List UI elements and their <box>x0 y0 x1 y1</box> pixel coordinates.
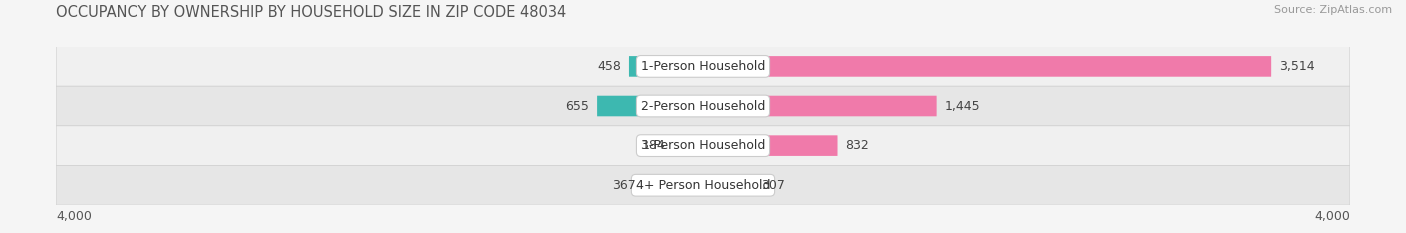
FancyBboxPatch shape <box>644 175 703 195</box>
FancyBboxPatch shape <box>56 165 1350 205</box>
Text: 307: 307 <box>761 179 785 192</box>
Text: 367: 367 <box>612 179 636 192</box>
Text: Source: ZipAtlas.com: Source: ZipAtlas.com <box>1274 5 1392 15</box>
FancyBboxPatch shape <box>628 56 703 77</box>
FancyBboxPatch shape <box>703 96 936 116</box>
Text: 2-Person Household: 2-Person Household <box>641 99 765 113</box>
FancyBboxPatch shape <box>598 96 703 116</box>
Text: OCCUPANCY BY OWNERSHIP BY HOUSEHOLD SIZE IN ZIP CODE 48034: OCCUPANCY BY OWNERSHIP BY HOUSEHOLD SIZE… <box>56 5 567 20</box>
FancyBboxPatch shape <box>703 175 752 195</box>
Text: 655: 655 <box>565 99 589 113</box>
FancyBboxPatch shape <box>673 135 703 156</box>
Text: 4,000: 4,000 <box>56 210 93 223</box>
FancyBboxPatch shape <box>56 86 1350 126</box>
Text: 4+ Person Household: 4+ Person Household <box>636 179 770 192</box>
Text: 458: 458 <box>598 60 621 73</box>
FancyBboxPatch shape <box>703 56 1271 77</box>
Text: 3-Person Household: 3-Person Household <box>641 139 765 152</box>
Text: 3,514: 3,514 <box>1279 60 1315 73</box>
Text: 184: 184 <box>641 139 665 152</box>
Text: 832: 832 <box>845 139 869 152</box>
FancyBboxPatch shape <box>703 135 838 156</box>
Text: 1-Person Household: 1-Person Household <box>641 60 765 73</box>
Text: 1,445: 1,445 <box>945 99 980 113</box>
FancyBboxPatch shape <box>56 47 1350 86</box>
FancyBboxPatch shape <box>56 126 1350 165</box>
Text: 4,000: 4,000 <box>1313 210 1350 223</box>
